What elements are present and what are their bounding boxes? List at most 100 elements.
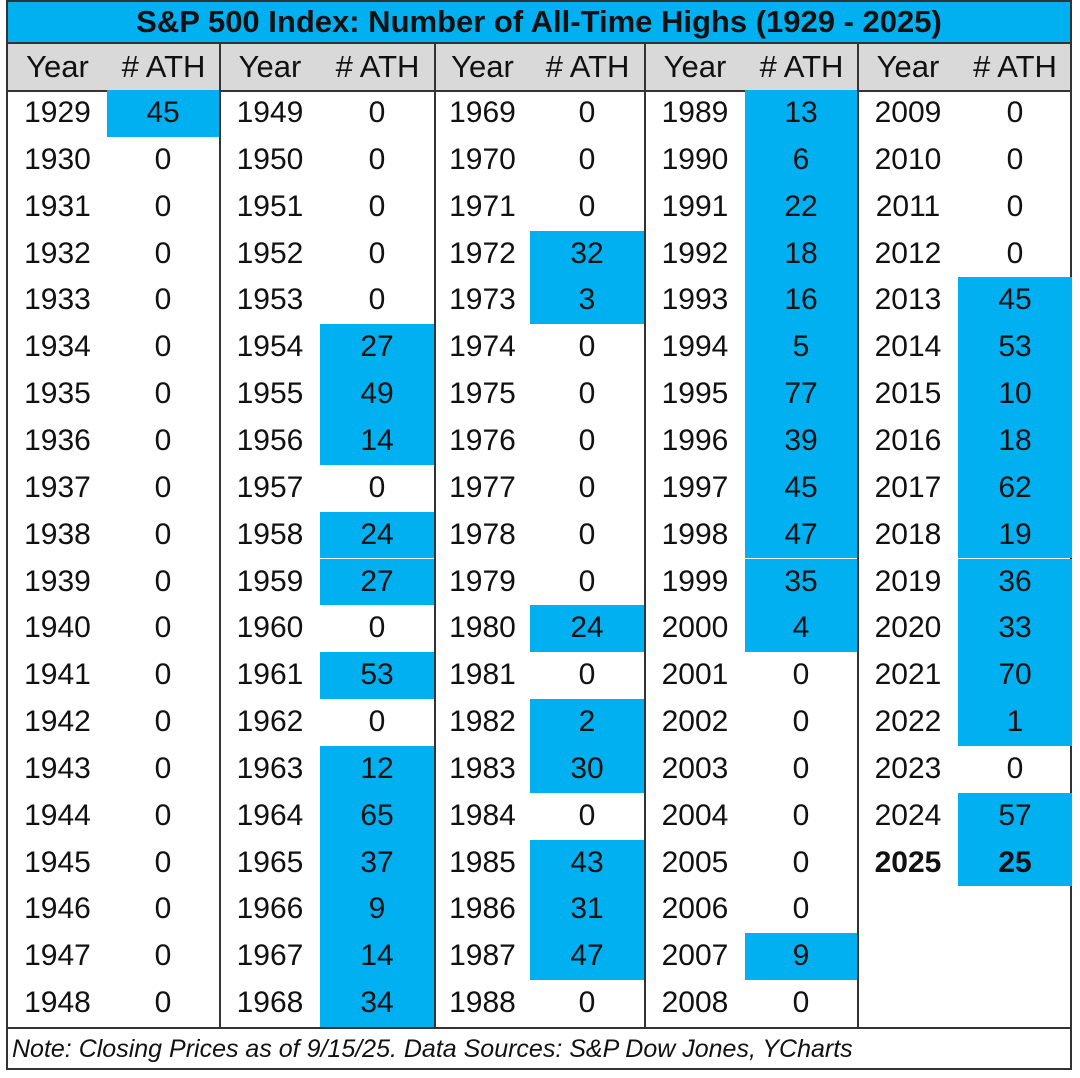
year-cell: 1992 (661, 236, 729, 270)
ath-cell: 0 (154, 423, 172, 457)
year-cell: 1979 (449, 564, 516, 598)
ath-cell: 0 (154, 330, 172, 364)
year-cell: 1957 (236, 470, 304, 504)
year-cell: 2016 (874, 423, 942, 457)
year-cell: 1982 (449, 705, 516, 739)
ath-cell: 9 (320, 886, 434, 934)
source-note: Note: Closing Prices as of 9/15/25. Data… (8, 1027, 1070, 1070)
year-cell: 1973 (449, 283, 516, 317)
year-cell: 2023 (874, 751, 942, 785)
year-cell: 2001 (661, 658, 729, 692)
ath-cell: 22 (745, 183, 857, 231)
year-cell: 1938 (24, 517, 91, 551)
year-cell: 1971 (449, 189, 516, 223)
column-divider (644, 44, 646, 1027)
year-cell: 1944 (24, 798, 91, 832)
ath-cell: 25 (958, 839, 1072, 887)
year-cell: 1966 (236, 892, 304, 926)
ath-cell: 0 (154, 798, 172, 832)
year-cell: 1997 (661, 470, 729, 504)
ath-cell: 0 (792, 751, 810, 785)
ath-cell: 0 (368, 470, 386, 504)
ath-cell: 35 (745, 558, 857, 606)
year-cell: 1989 (661, 96, 729, 129)
year-cell: 1978 (449, 517, 516, 551)
ath-cell: 0 (578, 142, 596, 176)
header-row: Year # ATH Year # ATH Year # ATH Year # ATH Year… (8, 44, 1070, 92)
year-cell: 1952 (236, 236, 304, 270)
year-cell: 1985 (449, 845, 516, 879)
year-cell: 1959 (236, 564, 304, 598)
ath-cell: 10 (958, 371, 1072, 418)
year-cell: 1929 (24, 96, 91, 129)
ath-cell: 0 (792, 705, 810, 739)
year-cell: 2011 (875, 189, 941, 223)
ath-cell: 0 (1006, 751, 1024, 785)
year-cell: 2005 (661, 845, 729, 879)
year-cell: 2002 (661, 705, 729, 739)
ath-cell: 0 (154, 705, 172, 739)
year-cell: 1937 (24, 470, 91, 504)
year-cell: 1950 (236, 142, 304, 176)
ath-cell: 0 (154, 142, 172, 176)
year-cell: 1942 (24, 705, 91, 739)
year-cell: 1967 (236, 939, 304, 973)
ath-cell: 0 (578, 96, 596, 129)
ath-cell: 27 (320, 558, 434, 606)
ath-cell: 2 (530, 699, 644, 746)
year-cell: 1954 (236, 330, 304, 364)
header-year: Year (26, 49, 89, 84)
ath-cell: 47 (745, 511, 857, 559)
ath-cell: 0 (1006, 142, 1024, 176)
year-cell: 2021 (874, 658, 942, 692)
year-cell: 1932 (24, 236, 91, 270)
ath-cell: 62 (958, 464, 1072, 512)
year-cell: 1939 (24, 564, 91, 598)
table-body: 1929 45 1930 0 1931 0 1932 0 1933 0 1934 0 1935 0 1936… (8, 90, 1072, 1027)
year-cell: 2022 (874, 705, 942, 739)
year-cell: 1986 (449, 892, 516, 926)
ath-cell: 39 (745, 417, 857, 465)
ath-cell: 16 (745, 277, 857, 325)
header-year: Year (238, 49, 302, 84)
ath-cell: 31 (530, 886, 644, 934)
ath-cell: 0 (1006, 236, 1024, 270)
year-cell: 1941 (24, 658, 91, 692)
ath-cell: 0 (578, 423, 596, 457)
ath-cell: 0 (154, 283, 172, 317)
year-cell: 1983 (449, 751, 516, 785)
year-cell: 1961 (236, 658, 304, 692)
year-cell: 2019 (874, 564, 942, 598)
ath-cell: 34 (320, 980, 434, 1027)
ath-cell: 0 (368, 236, 386, 270)
ath-cell: 0 (792, 986, 810, 1020)
ath-cell: 18 (745, 230, 857, 278)
ath-cell: 36 (958, 558, 1072, 606)
year-cell: 2007 (661, 939, 729, 973)
ath-cell: 3 (530, 277, 644, 325)
ath-cell: 0 (368, 142, 386, 176)
header-ath: # ATH (973, 49, 1057, 84)
ath-cell: 0 (154, 236, 172, 270)
year-cell: 1994 (661, 330, 729, 364)
year-cell: 1934 (24, 330, 91, 364)
year-cell: 1933 (24, 283, 91, 317)
year-cell: 1953 (236, 283, 304, 317)
ath-cell: 19 (958, 511, 1072, 559)
year-cell: 1930 (24, 142, 91, 176)
ath-cell: 0 (154, 377, 172, 411)
ath-cell: 33 (958, 605, 1072, 653)
year-cell: 1936 (24, 423, 91, 457)
year-cell: 1947 (24, 939, 91, 973)
year-cell: 1984 (449, 798, 516, 832)
year-cell: 1974 (449, 330, 516, 364)
ath-cell: 0 (578, 986, 596, 1020)
year-cell: 1946 (24, 892, 91, 926)
ath-cell: 77 (745, 371, 857, 418)
header-ath: # ATH (121, 49, 206, 84)
ath-cell: 0 (368, 705, 386, 739)
ath-cell: 0 (578, 564, 596, 598)
header-ath: # ATH (759, 49, 844, 84)
ath-cell: 0 (154, 939, 172, 973)
ath-cell: 0 (154, 189, 172, 223)
